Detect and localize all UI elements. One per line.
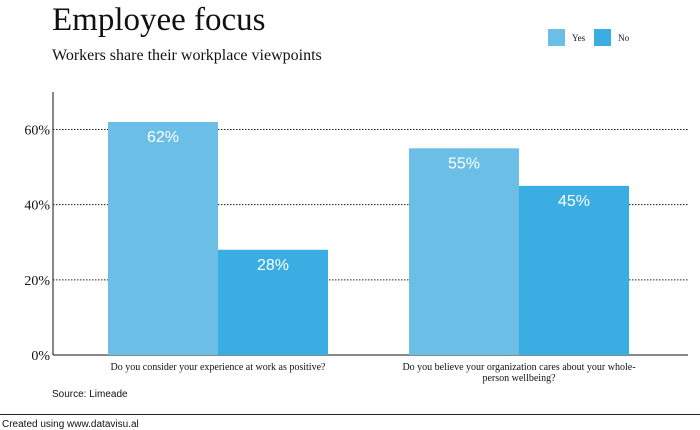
y-tick-label: 40%: [24, 199, 50, 214]
y-tick-label: 20%: [24, 274, 50, 289]
bar-yes-1: [108, 121, 218, 355]
bar-no-1: [218, 249, 328, 355]
x-tick-label-line: Do you consider your experience at work …: [111, 362, 326, 373]
x-tick-label-line: person wellbeing?: [482, 373, 556, 384]
data-label: 55%: [448, 155, 480, 172]
legend-label-no: No: [618, 32, 630, 43]
legend-swatch-no: [594, 29, 612, 46]
x-tick-label: Do you consider your experience at work …: [111, 362, 326, 373]
x-tick-label: Do you believe your organization cares a…: [402, 362, 635, 384]
y-tick-label: 0%: [31, 349, 50, 364]
legend-item-yes: Yes: [548, 29, 585, 46]
chart-title: Employee focus: [52, 2, 266, 38]
data-label: 45%: [558, 193, 590, 210]
source-note: Source: Limeade: [52, 389, 128, 400]
data-label: 62%: [147, 129, 179, 146]
bar-yes-2: [409, 148, 519, 355]
chart-subtitle: Workers share their workplace viewpoints: [52, 47, 322, 64]
legend-item-no: No: [594, 29, 629, 46]
legend-swatch-yes: [548, 29, 565, 46]
footer-credit: Created using www.datavisu.al: [2, 419, 139, 430]
x-tick-label-line: Do you believe your organization cares a…: [402, 362, 635, 373]
legend-label-yes: Yes: [572, 32, 586, 43]
footer-divider: [0, 414, 700, 415]
bar-no-2: [519, 185, 629, 355]
data-label: 28%: [257, 257, 289, 274]
y-tick-label: 60%: [24, 124, 50, 139]
legend: Yes No: [548, 29, 638, 46]
